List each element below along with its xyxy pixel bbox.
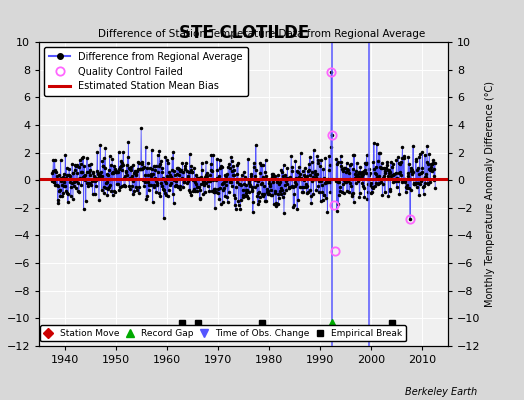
- Text: Difference of Station Temperature Data from Regional Average: Difference of Station Temperature Data f…: [99, 29, 425, 39]
- Y-axis label: Monthly Temperature Anomaly Difference (°C): Monthly Temperature Anomaly Difference (…: [485, 81, 495, 307]
- Legend: Station Move, Record Gap, Time of Obs. Change, Empirical Break: Station Move, Record Gap, Time of Obs. C…: [40, 325, 406, 342]
- Title: STE CLOTILDE: STE CLOTILDE: [179, 24, 309, 42]
- Text: Berkeley Earth: Berkeley Earth: [405, 387, 477, 397]
